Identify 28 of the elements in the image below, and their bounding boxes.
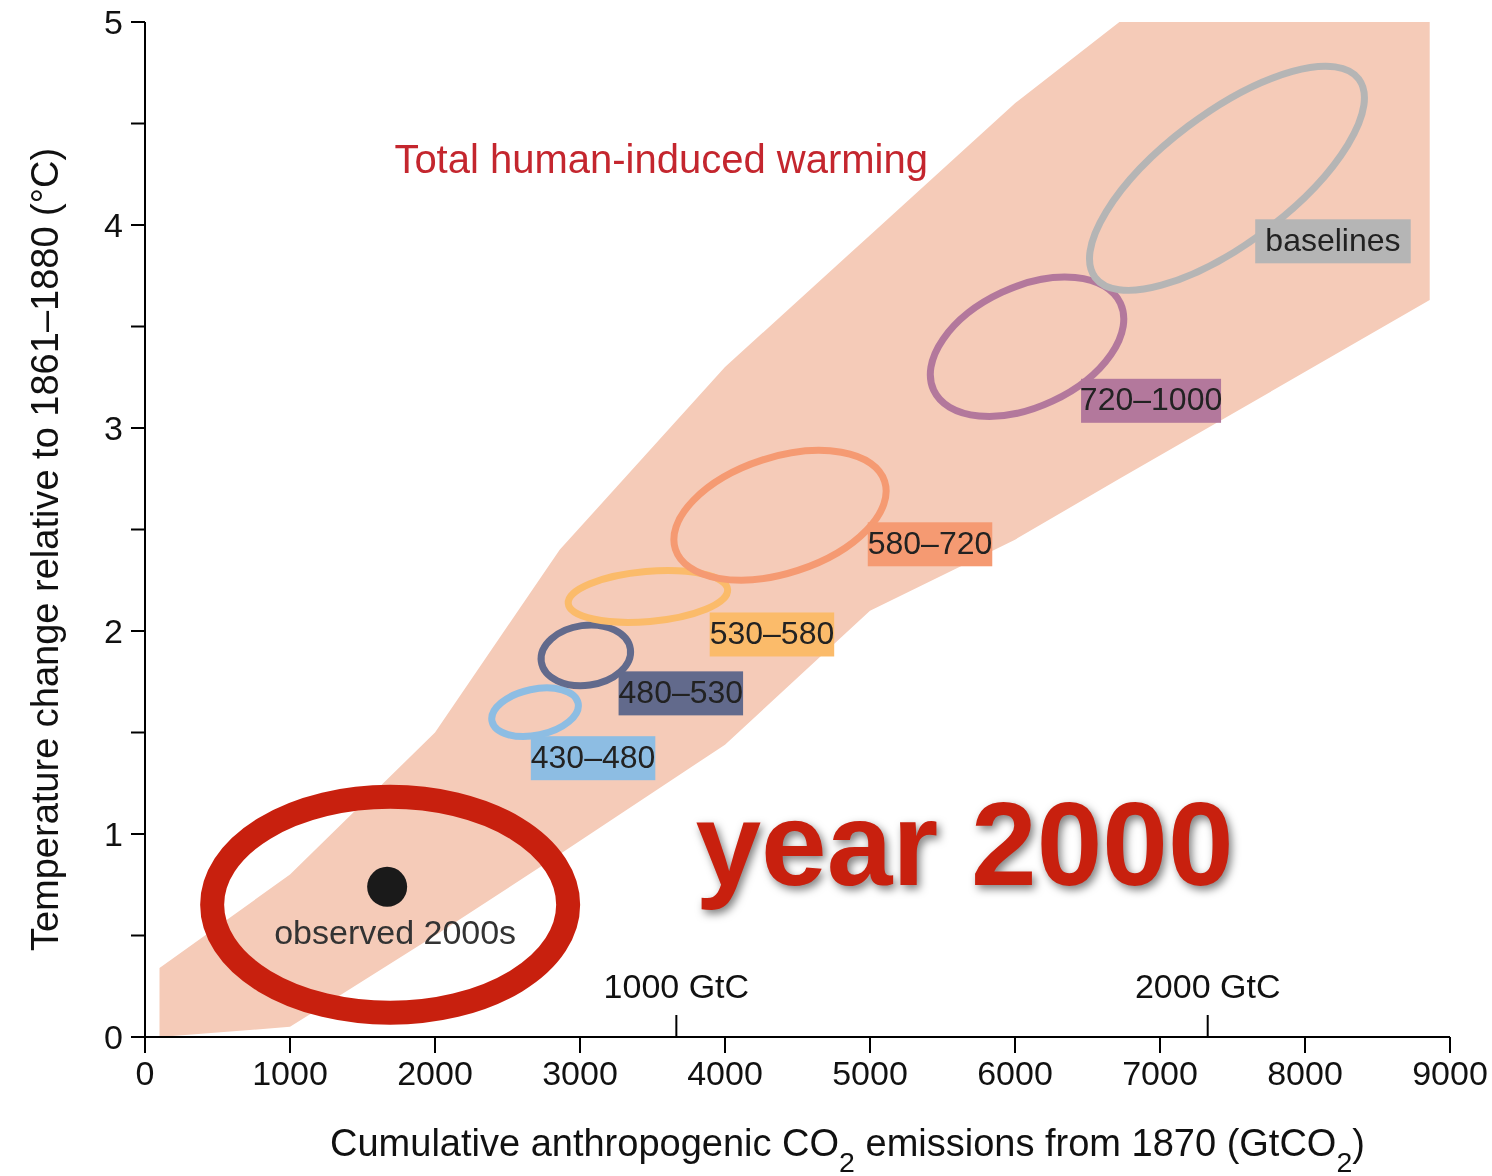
x-tick-label: 0 <box>135 1054 155 1093</box>
x2-tick-label: 1000 GtC <box>603 966 750 1005</box>
x-tick-label: 1000 <box>252 1054 328 1093</box>
x-tick-label: 3000 <box>542 1054 618 1093</box>
x-axis-title: Cumulative anthropogenic CO$_{2}$ emissions from 1870 (GtCO$_{2}$) <box>330 1122 1365 1176</box>
annotation: 480–530 <box>618 673 744 710</box>
x-tick-label: 6000 <box>977 1054 1053 1093</box>
x-tick-label: 9000 <box>1412 1054 1488 1093</box>
annotation: 580–720 <box>867 524 993 561</box>
x-tick-label: 2000 <box>397 1054 473 1093</box>
y-tick-label: 0 <box>104 1018 123 1057</box>
y-tick-label: 1 <box>104 815 123 854</box>
y-axis-title: Temperature change relative to 1861–1880 (°C) <box>24 147 66 952</box>
annotation: year 2000 <box>695 778 1234 911</box>
series-label: observed 2000s <box>274 912 517 951</box>
y-tick-label: 5 <box>104 3 123 42</box>
x-tick-label: 5000 <box>832 1054 908 1093</box>
y-tick-label: 3 <box>104 409 123 448</box>
annotation: 430–480 <box>530 738 656 775</box>
y-tick-label: 2 <box>104 612 123 651</box>
x2-tick-label: 2000 GtC <box>1134 966 1281 1005</box>
x-tick-label: 8000 <box>1267 1054 1343 1093</box>
annotation: 530–580 <box>709 614 835 651</box>
annotation: baselines <box>1265 221 1401 258</box>
x-tick-label: 7000 <box>1122 1054 1198 1093</box>
x-tick-label: 4000 <box>687 1054 763 1093</box>
annotation: Total human-induced warming <box>394 136 928 181</box>
y-tick-label: 4 <box>104 206 123 245</box>
